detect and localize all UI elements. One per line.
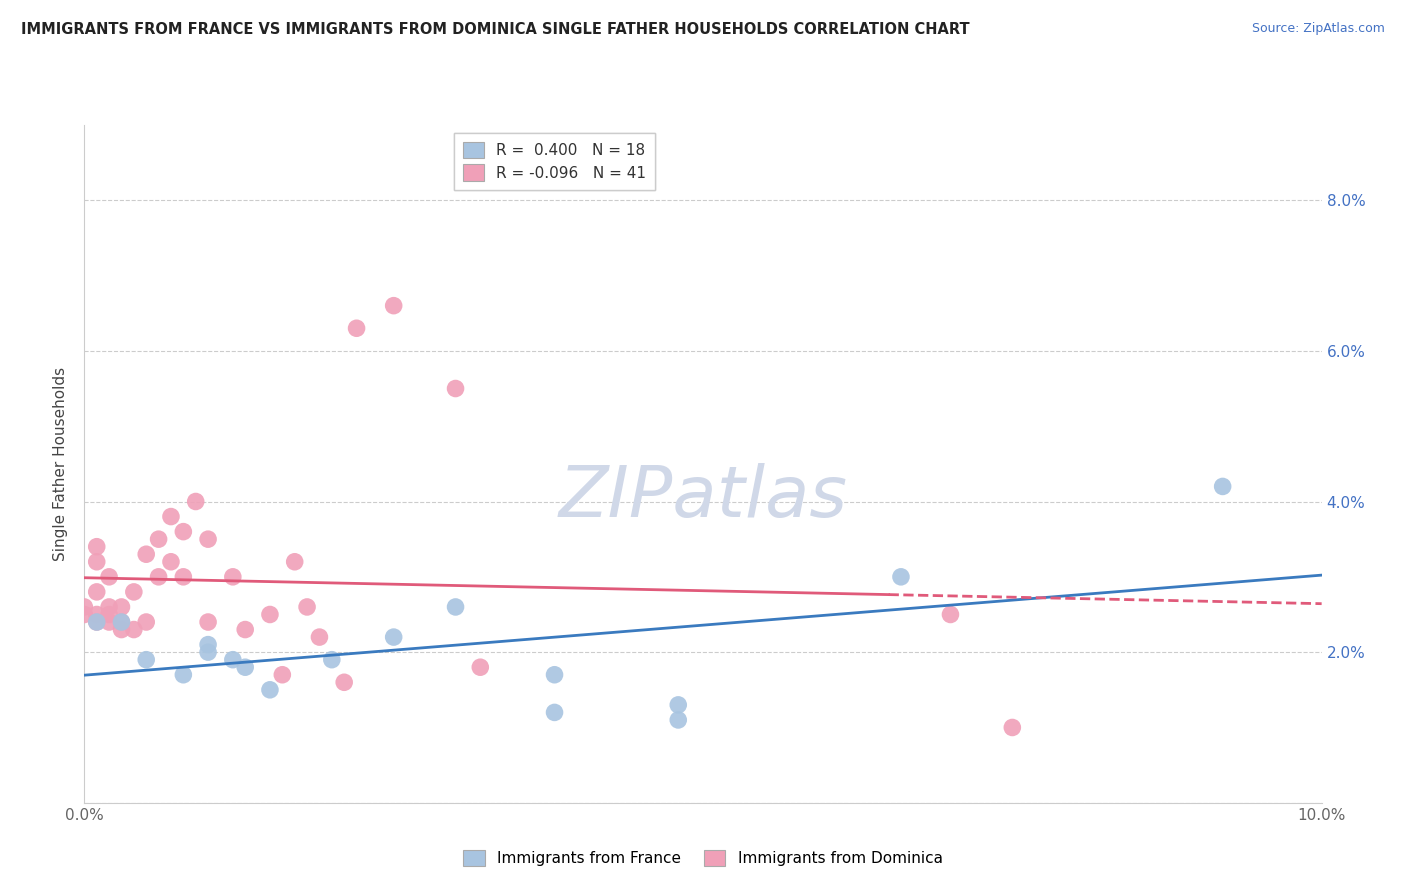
Point [86,615,108,629]
Y-axis label: Single Father Households: Single Father Households [53,367,69,561]
Point [666,698,689,712]
Point [233,660,256,674]
Point [172,667,194,681]
Point [470,660,492,674]
Point [98,570,121,584]
Text: IMMIGRANTS FROM FRANCE VS IMMIGRANTS FROM DOMINICA SINGLE FATHER HOUSEHOLDS CORR: IMMIGRANTS FROM FRANCE VS IMMIGRANTS FRO… [21,22,970,37]
Point [98,599,121,614]
Point [233,623,256,637]
Point [184,494,207,508]
Point [98,615,121,629]
Point [86,607,108,622]
Legend: Immigrants from France, Immigrants from Dominica: Immigrants from France, Immigrants from … [454,840,952,875]
Point [160,555,183,569]
Point [135,653,157,667]
Point [86,555,108,569]
Point [135,615,157,629]
Point [197,532,219,546]
Point [110,623,132,637]
Point [543,667,565,681]
Point [939,607,962,622]
Text: Source: ZipAtlas.com: Source: ZipAtlas.com [1251,22,1385,36]
Text: ZIPatlas: ZIPatlas [558,463,848,533]
Point [382,299,405,313]
Point [73,599,96,614]
Point [86,615,108,629]
Point [86,540,108,554]
Point [110,599,132,614]
Point [259,682,281,697]
Point [122,623,145,637]
Point [135,547,157,561]
Point [444,382,467,396]
Point [308,630,330,644]
Point [543,706,565,720]
Legend: R =  0.400   N = 18, R = -0.096   N = 41: R = 0.400 N = 18, R = -0.096 N = 41 [454,133,655,190]
Point [222,570,245,584]
Point [890,570,912,584]
Point [197,615,219,629]
Point [197,645,219,659]
Point [382,630,405,644]
Point [98,607,121,622]
Point [172,524,194,539]
Point [197,638,219,652]
Point [172,570,194,584]
Point [148,532,170,546]
Point [259,607,281,622]
Point [295,599,318,614]
Point [1001,721,1024,735]
Point [346,321,368,335]
Point [444,599,467,614]
Point [1212,479,1234,493]
Point [110,615,132,629]
Point [271,667,294,681]
Point [222,653,245,667]
Point [148,570,170,584]
Point [333,675,356,690]
Point [122,585,145,599]
Point [666,713,689,727]
Point [110,615,132,629]
Point [86,585,108,599]
Point [73,607,96,622]
Point [321,653,343,667]
Point [160,509,183,524]
Point [284,555,307,569]
